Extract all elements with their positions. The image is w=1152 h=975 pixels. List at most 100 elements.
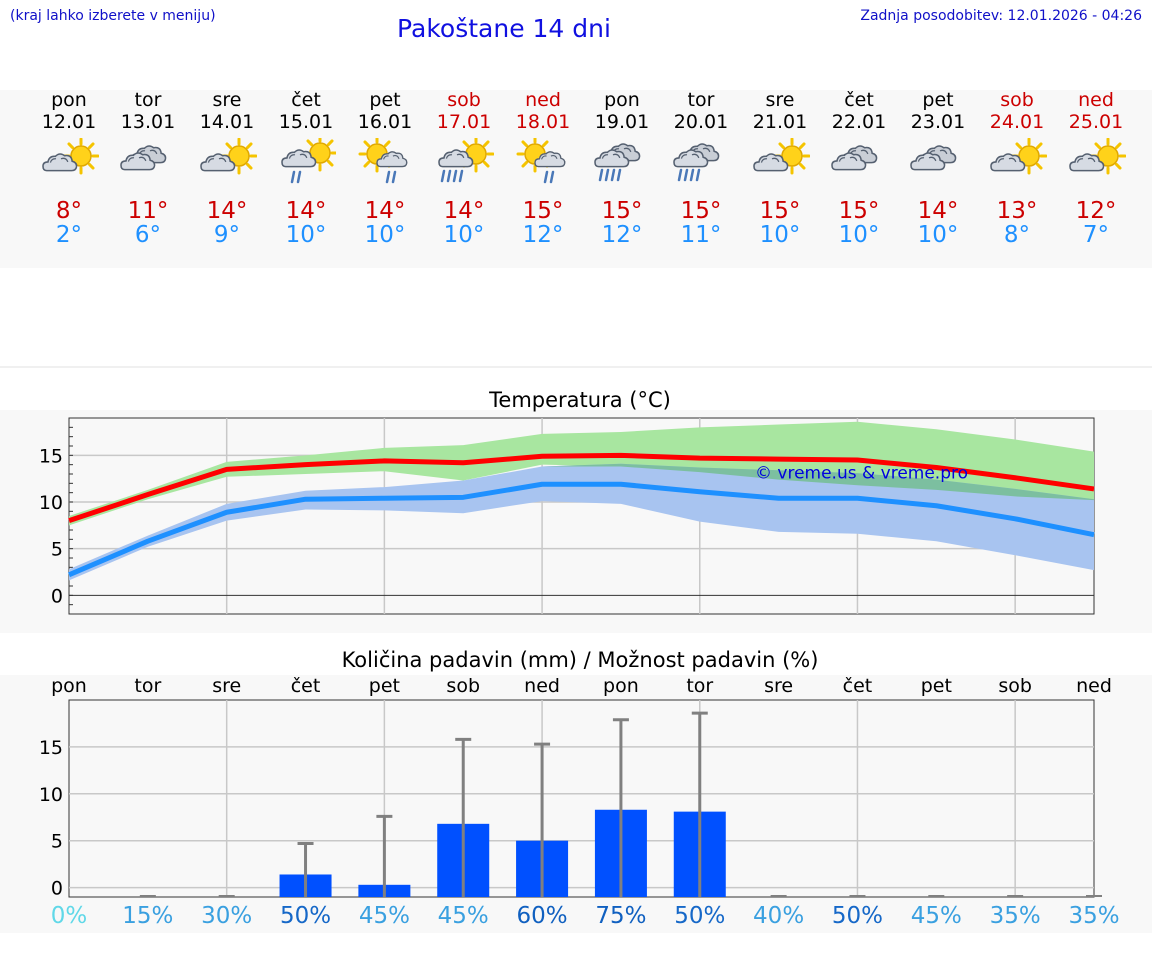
precipitation-probability: 50%	[831, 903, 884, 929]
day-date: 13.01	[120, 111, 176, 133]
day-column: sob 17.01 14° 10°	[424, 89, 504, 248]
y-tick-label: 0	[51, 585, 63, 607]
day-name: tor	[687, 89, 715, 111]
precipitation-probability: 50%	[674, 903, 726, 929]
day-column: ned 18.01 15° 12°	[503, 89, 583, 248]
last-updated: Zadnja posodobitev: 12.01.2026 - 04:26	[860, 8, 1142, 24]
y-tick-label: 15	[39, 445, 63, 467]
temp-min: 10°	[759, 222, 801, 248]
temp-min: 6°	[134, 222, 162, 248]
temp-min: 12°	[601, 222, 643, 248]
precipitation-day-label: tor	[134, 675, 162, 697]
precipitation-day-label: pon	[603, 675, 639, 697]
divider	[0, 366, 1152, 368]
y-tick-label: 5	[51, 539, 63, 561]
day-column: pet 23.01 14° 10°	[898, 89, 978, 248]
day-name: ned	[1078, 89, 1114, 111]
day-name: ned	[525, 89, 561, 111]
day-column: pet 16.01 14° 10°	[345, 89, 425, 248]
y-tick-label: 15	[39, 737, 63, 759]
plot-area	[68, 699, 1095, 898]
day-column: čet 15.01 14° 10°	[266, 89, 346, 248]
precipitation-probability: 45%	[437, 903, 489, 929]
temp-max: 15°	[759, 198, 801, 224]
day-date: 18.01	[515, 111, 571, 133]
precipitation-probability: 0%	[50, 903, 88, 929]
precipitation-day-label: sre	[212, 675, 242, 697]
day-column: pon 12.01 8° 2°	[29, 89, 109, 248]
precipitation-chart-title: Količina padavin (mm) / Možnost padavin …	[341, 648, 819, 672]
partly-cloudy-icon	[740, 137, 820, 196]
cloudy-icon	[898, 138, 978, 196]
partly-cloudy-icon	[1056, 137, 1136, 196]
day-column: tor 20.01 15° 11°	[661, 89, 741, 248]
temp-min: 7°	[1082, 222, 1110, 248]
day-date: 25.01	[1068, 111, 1124, 133]
day-date: 20.01	[673, 111, 729, 133]
precipitation-probability: 30%	[201, 903, 253, 929]
temp-min: 9°	[213, 222, 241, 248]
day-column: pon 19.01 15° 12°	[582, 89, 662, 248]
y-tick-label: 10	[39, 492, 63, 514]
temp-max: 15°	[680, 198, 722, 224]
precipitation-day-label: pet	[368, 675, 400, 697]
day-date: 12.01	[41, 111, 97, 133]
temp-min: 10°	[917, 222, 959, 248]
precipitation-probability: 50%	[279, 903, 332, 929]
partly-cloudy-icon	[29, 137, 109, 196]
day-date: 14.01	[199, 111, 255, 133]
day-name: pet	[922, 89, 954, 111]
temp-max: 14°	[364, 198, 406, 224]
page-title: Pakoštane 14 dni	[397, 14, 611, 43]
temp-max: 14°	[443, 198, 485, 224]
temp-max: 13°	[996, 198, 1038, 224]
day-date: 23.01	[910, 111, 966, 133]
day-name: sre	[765, 89, 795, 111]
precipitation-day-label: ned	[1076, 675, 1112, 697]
max-range-band	[69, 421, 1094, 526]
day-date: 21.01	[752, 111, 808, 133]
min-range-band	[69, 463, 1094, 581]
day-column: čet 22.01 15° 10°	[819, 89, 899, 248]
sun-cloud-light-rain-icon	[503, 135, 583, 196]
temp-max: 12°	[1075, 198, 1117, 224]
temperature-chart: 0 5 10 15 © vreme.us & vreme.pro	[39, 417, 1095, 615]
day-date: 22.01	[831, 111, 887, 133]
day-date: 19.01	[594, 111, 650, 133]
precipitation-day-label: čet	[290, 675, 321, 697]
day-column: sre 21.01 15° 10°	[740, 89, 820, 248]
day-date: 17.01	[436, 111, 492, 133]
day-date: 15.01	[278, 111, 334, 133]
location-hint: (kraj lahko izberete v meniju)	[10, 8, 216, 24]
forecast-band	[0, 90, 1152, 268]
precipitation-day-label: tor	[686, 675, 714, 697]
day-name: čet	[291, 89, 321, 111]
cloud-heavy-rain-icon	[661, 138, 741, 196]
temp-max: 8°	[55, 198, 83, 224]
day-column: sre 14.01 14° 9°	[187, 89, 267, 248]
temp-min: 8°	[1003, 222, 1031, 248]
temp-min: 10°	[443, 222, 485, 248]
temp-min: 10°	[838, 222, 880, 248]
precipitation-day-label: pon	[51, 675, 87, 697]
day-name: sob	[1000, 89, 1034, 111]
temp-min: 11°	[680, 222, 722, 248]
precipitation-chart: 0 5 10 15	[39, 699, 1102, 900]
y-tick-label: 10	[39, 784, 63, 806]
temp-max: 14°	[917, 198, 959, 224]
copyright-text: © vreme.us & vreme.pro	[755, 464, 968, 484]
sun-cloud-light-rain-icon	[345, 135, 425, 196]
precipitation-day-label: sob	[998, 675, 1032, 697]
temp-min: 10°	[285, 222, 327, 248]
temp-min: 10°	[364, 222, 406, 248]
partly-cloudy-icon	[977, 137, 1057, 196]
precipitation-day-label: ned	[524, 675, 560, 697]
temperature-chart-title: Temperatura (°C)	[489, 388, 671, 412]
temp-max: 15°	[601, 198, 643, 224]
precipitation-probability: 60%	[516, 903, 568, 929]
precipitation-probability: 15%	[122, 903, 174, 929]
temp-max: 14°	[285, 198, 327, 224]
y-tick-label: 5	[51, 831, 63, 853]
precipitation-day-label: čet	[842, 675, 873, 697]
precipitation-probability: 35%	[1068, 903, 1120, 929]
